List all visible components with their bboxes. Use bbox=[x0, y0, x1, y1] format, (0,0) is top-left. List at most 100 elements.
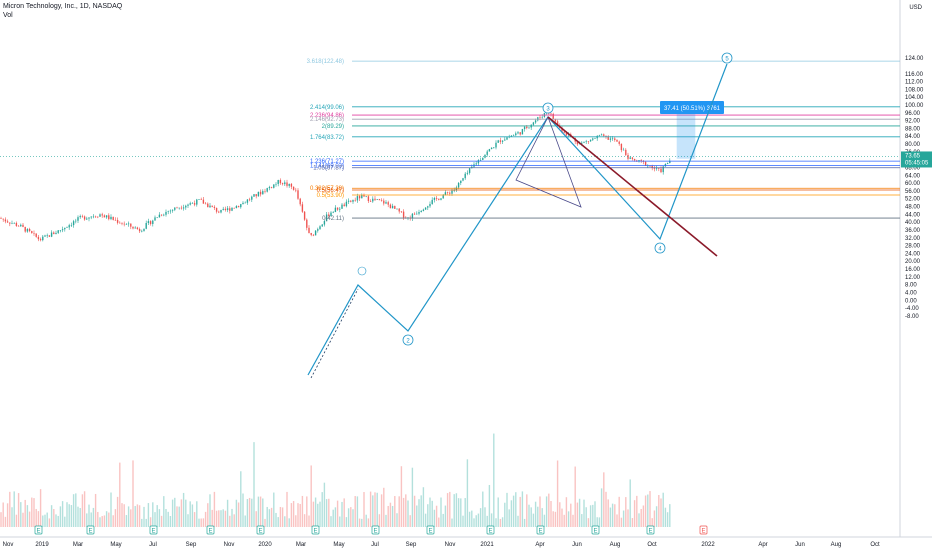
candle-body bbox=[165, 211, 167, 215]
volume-bar bbox=[647, 494, 649, 527]
volume-bar bbox=[235, 499, 238, 527]
volume-bar bbox=[488, 484, 491, 527]
candle-body bbox=[556, 121, 559, 126]
earnings-marker[interactable] bbox=[371, 525, 380, 535]
volume-bar bbox=[651, 518, 653, 527]
volume-bar bbox=[61, 501, 64, 527]
candle-body bbox=[70, 225, 73, 226]
candle-body bbox=[110, 216, 112, 220]
candle-body bbox=[136, 227, 139, 230]
measure-label: 37.41 (50.51%) 3761 bbox=[664, 106, 721, 112]
candle-body bbox=[589, 139, 592, 142]
wave-label: 5 bbox=[725, 57, 729, 63]
volume-bar bbox=[482, 491, 484, 527]
earnings-marker-future[interactable] bbox=[699, 525, 708, 535]
volume-bar bbox=[211, 509, 213, 527]
earnings-marker[interactable] bbox=[34, 525, 43, 535]
candle-body bbox=[222, 208, 224, 210]
elliott-wave-path bbox=[307, 63, 728, 376]
volume-bar bbox=[112, 515, 114, 527]
earnings-marker[interactable] bbox=[646, 525, 655, 535]
candle-body bbox=[486, 151, 488, 155]
earnings-marker[interactable] bbox=[86, 525, 95, 535]
candle-body bbox=[20, 224, 22, 227]
volume-bar bbox=[596, 517, 598, 527]
candle-body bbox=[33, 233, 35, 234]
volume-bar bbox=[81, 494, 84, 527]
candle-body bbox=[101, 214, 103, 216]
candle-body bbox=[275, 183, 277, 185]
candle-body bbox=[541, 116, 543, 118]
earnings-marker[interactable] bbox=[536, 525, 545, 535]
price-tick-label: 60.00 bbox=[905, 181, 921, 187]
candle-body bbox=[97, 216, 99, 218]
candle-body bbox=[169, 210, 172, 212]
candle-body bbox=[11, 223, 13, 224]
earnings-marker[interactable] bbox=[206, 525, 215, 535]
earnings-marker[interactable] bbox=[311, 525, 320, 535]
earnings-marker[interactable] bbox=[256, 525, 265, 535]
candle-body bbox=[28, 229, 31, 232]
price-tick-label: 8.00 bbox=[905, 283, 917, 289]
candle-body bbox=[600, 134, 603, 136]
candle-body bbox=[310, 232, 312, 235]
time-axis-label: Jun bbox=[795, 542, 805, 548]
volume-bar bbox=[548, 493, 550, 527]
earnings-marker[interactable] bbox=[426, 525, 435, 535]
candle-body bbox=[207, 203, 209, 208]
volume-bar bbox=[508, 509, 510, 527]
candle-body bbox=[517, 132, 519, 134]
volume-bar bbox=[28, 511, 31, 527]
volume-bar bbox=[603, 472, 605, 527]
price-tick-label: 88.00 bbox=[905, 126, 921, 132]
candle-body bbox=[413, 213, 416, 215]
price-tick-label: 20.00 bbox=[905, 259, 921, 265]
wave-marker bbox=[721, 52, 733, 64]
candle-body bbox=[398, 208, 400, 212]
volume-bar bbox=[477, 513, 480, 527]
earnings-marker[interactable] bbox=[486, 525, 495, 535]
volume-bar bbox=[587, 518, 590, 527]
price-tick-label: 68.00 bbox=[905, 165, 921, 171]
volume-bar bbox=[552, 511, 554, 527]
volume-bar bbox=[631, 518, 634, 527]
candle-body bbox=[246, 199, 249, 203]
candle-body bbox=[658, 167, 660, 169]
volume-bar bbox=[268, 509, 271, 527]
candle-body bbox=[154, 217, 156, 221]
candle-body bbox=[332, 212, 334, 213]
volume-bar bbox=[519, 496, 521, 527]
earnings-marker[interactable] bbox=[149, 525, 158, 535]
candle-body bbox=[288, 183, 290, 186]
candle-body bbox=[387, 202, 389, 205]
candle-body bbox=[279, 180, 282, 184]
volume-bar bbox=[312, 501, 315, 527]
candle-body bbox=[138, 229, 141, 232]
volume-bar bbox=[253, 442, 255, 527]
volume-bar bbox=[622, 510, 625, 527]
candle-body bbox=[191, 203, 194, 204]
price-tick-label: 40.00 bbox=[905, 220, 921, 226]
candle-body bbox=[295, 189, 297, 191]
volume-bar bbox=[99, 517, 101, 527]
earnings-marker[interactable] bbox=[591, 525, 600, 535]
volume-bar bbox=[653, 510, 656, 527]
candle-body bbox=[422, 209, 425, 211]
volume-bar bbox=[669, 504, 671, 527]
volume-bar bbox=[42, 515, 44, 527]
candle-body bbox=[301, 204, 304, 212]
volume-bar bbox=[433, 509, 436, 527]
volume-bar bbox=[361, 518, 363, 527]
volume-bar bbox=[264, 518, 266, 527]
volume-bar bbox=[22, 512, 24, 527]
volume-bar bbox=[330, 516, 332, 527]
candle-body bbox=[55, 232, 57, 235]
candle-body bbox=[649, 165, 651, 167]
volume-bar bbox=[86, 513, 88, 527]
volume-bar bbox=[17, 493, 20, 527]
fib-level-label: 2.414(99.06) bbox=[310, 105, 344, 111]
candle-body bbox=[444, 192, 447, 196]
volume-bar bbox=[389, 502, 392, 527]
volume-bar bbox=[607, 499, 609, 527]
